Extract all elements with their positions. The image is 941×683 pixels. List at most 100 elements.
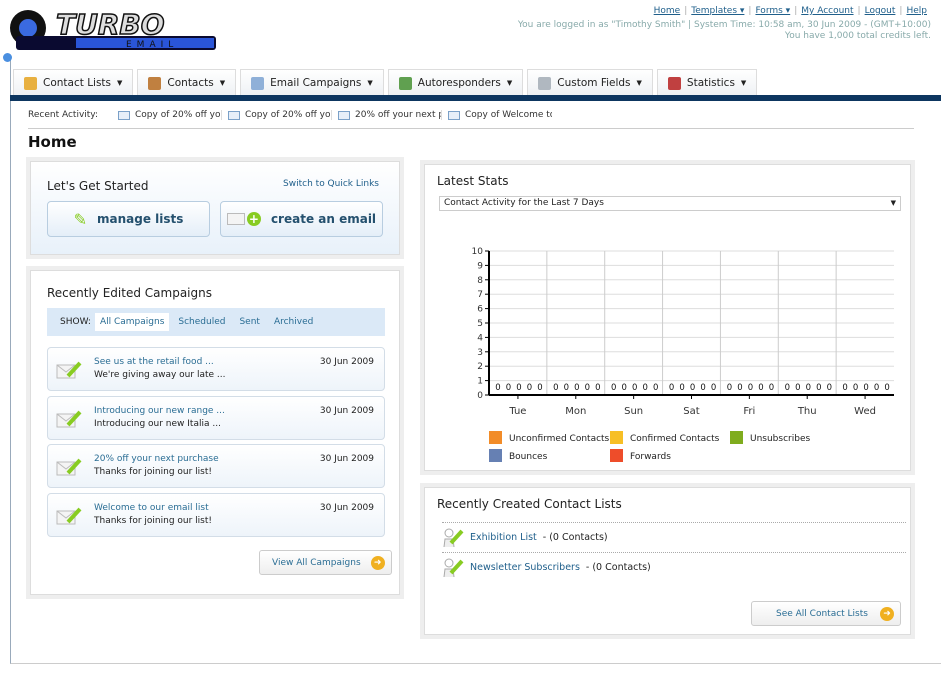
tab-autoresponders[interactable]: Autoresponders ▼ bbox=[387, 69, 524, 96]
legend-label: Forwards bbox=[630, 452, 671, 462]
switch-quick-links[interactable]: Switch to Quick Links bbox=[283, 179, 379, 189]
data-label: 0 bbox=[737, 383, 742, 393]
campaign-title[interactable]: Welcome to our email list bbox=[94, 502, 209, 513]
campaign-date: 30 Jun 2009 bbox=[319, 454, 374, 464]
y-tick-label: 10 bbox=[472, 247, 484, 257]
envelope-plus-icon: + bbox=[226, 212, 261, 226]
top-links: Home | Templates ▾ | Forms ▾ | My Account | Logo… bbox=[518, 6, 931, 42]
manage-lists-label: manage lists bbox=[97, 212, 184, 226]
tab-statistics[interactable]: Statistics ▼ bbox=[656, 69, 758, 96]
autoresponder-icon bbox=[398, 76, 412, 90]
recent-activity-text: Copy of 20% off yo bbox=[135, 110, 221, 120]
recent-activity-item[interactable]: Copy of Welcome to bbox=[442, 110, 552, 120]
svg-text:TURBO: TURBO bbox=[56, 8, 165, 41]
campaigns-title: Recently Edited Campaigns bbox=[47, 286, 212, 300]
create-email-button[interactable]: + create an email bbox=[220, 201, 383, 237]
contact-list-item: Newsletter Subscribers - (0 Contacts) bbox=[442, 552, 906, 582]
statistics-icon bbox=[667, 76, 681, 90]
get-started-panel: Let's Get Started Switch to Quick Links … bbox=[30, 161, 400, 255]
recent-activity-item[interactable]: Copy of 20% off yo bbox=[112, 110, 223, 120]
campaign-item[interactable]: See us at the retail food ... We're givin… bbox=[47, 347, 385, 391]
top-link-5[interactable]: Help bbox=[906, 6, 927, 16]
campaigns-panel: Recently Edited Campaigns SHOW: All Campa… bbox=[30, 270, 400, 595]
envelope-edit-icon bbox=[56, 457, 82, 477]
data-label: 0 bbox=[595, 383, 600, 393]
y-tick-label: 9 bbox=[477, 261, 483, 271]
tab-label: Custom Fields bbox=[557, 77, 631, 89]
data-label: 0 bbox=[853, 383, 858, 393]
y-tick-label: 0 bbox=[477, 391, 483, 401]
recent-activity-item[interactable]: Copy of 20% off yo bbox=[222, 110, 333, 120]
filter-archived[interactable]: Archived bbox=[273, 317, 314, 327]
data-label: 0 bbox=[827, 383, 832, 393]
data-label: 0 bbox=[564, 383, 569, 393]
tab-contact-lists[interactable]: Contact Lists ▼ bbox=[13, 69, 134, 96]
x-tick-label: Wed bbox=[854, 406, 876, 417]
y-tick-label: 7 bbox=[477, 290, 483, 300]
data-label: 0 bbox=[632, 383, 637, 393]
y-tick-label: 6 bbox=[477, 305, 483, 315]
x-tick-label: Sat bbox=[683, 406, 699, 417]
data-label: 0 bbox=[884, 383, 889, 393]
filter-sent[interactable]: Sent bbox=[239, 317, 260, 327]
turbo-email-logo[interactable]: TURBO EMAIL bbox=[6, 6, 220, 52]
data-label: 0 bbox=[748, 383, 753, 393]
envelope-icon bbox=[338, 110, 351, 120]
y-tick-label: 1 bbox=[477, 377, 483, 387]
tab-custom-fields[interactable]: Custom Fields ▼ bbox=[527, 69, 653, 96]
filter-all-campaigns[interactable]: All Campaigns bbox=[94, 313, 170, 331]
data-label: 0 bbox=[537, 383, 542, 393]
envelope-icon bbox=[251, 76, 265, 90]
campaign-title[interactable]: Introducing our new range ... bbox=[94, 405, 225, 416]
top-link-4[interactable]: Logout bbox=[864, 6, 896, 16]
view-all-campaigns-label: View All Campaigns bbox=[272, 557, 361, 568]
legend-swatch bbox=[610, 449, 623, 462]
contact-list-count: - (0 Contacts) bbox=[585, 562, 651, 573]
contact-lists-icon bbox=[24, 76, 37, 90]
page-title: Home bbox=[28, 133, 77, 151]
tab-label: Contacts bbox=[167, 77, 214, 89]
separator: | bbox=[857, 6, 861, 16]
y-tick-label: 2 bbox=[477, 362, 483, 372]
recent-activity-item[interactable]: 20% off your next p bbox=[332, 110, 443, 120]
view-all-campaigns-button[interactable]: View All Campaigns ➜ bbox=[259, 550, 392, 575]
chevron-down-icon: ▼ bbox=[740, 79, 747, 87]
tab-contacts[interactable]: Contacts ▼ bbox=[137, 69, 237, 96]
campaign-title[interactable]: 20% off your next purchase bbox=[94, 454, 219, 464]
campaign-item[interactable]: 20% off your next purchase Thanks for joi… bbox=[47, 444, 385, 488]
campaign-item[interactable]: Welcome to our email list Thanks for join… bbox=[47, 492, 385, 537]
x-tick-label: Mon bbox=[565, 406, 586, 417]
arrow-right-icon: ➜ bbox=[370, 555, 385, 570]
contact-list-link[interactable]: Newsletter Subscribers bbox=[470, 562, 580, 573]
chevron-down-icon: ▼ bbox=[219, 79, 226, 87]
resize-handle[interactable] bbox=[3, 53, 12, 62]
campaign-title[interactable]: See us at the retail food ... bbox=[94, 357, 214, 367]
stats-period-select[interactable]: Contact Activity for the Last 7 Days ▼ bbox=[439, 196, 901, 211]
top-link-1[interactable]: Templates ▾ bbox=[691, 6, 745, 16]
x-tick-label: Tue bbox=[508, 406, 526, 417]
campaign-subtitle: Thanks for joining our list! bbox=[94, 467, 213, 477]
campaign-item[interactable]: Introducing our new range ... Introducing… bbox=[47, 395, 385, 440]
x-tick-label: Fri bbox=[743, 406, 755, 417]
data-label: 0 bbox=[679, 383, 684, 393]
see-all-contact-lists-button[interactable]: See All Contact Lists ➜ bbox=[751, 601, 901, 626]
envelope-edit-icon bbox=[56, 409, 82, 429]
top-link-3[interactable]: My Account bbox=[801, 6, 854, 16]
envelope-edit-icon bbox=[56, 506, 82, 526]
y-tick-label: 5 bbox=[477, 319, 483, 329]
tab-label: Statistics bbox=[686, 77, 735, 89]
person-edit-icon bbox=[442, 527, 464, 549]
filter-scheduled[interactable]: Scheduled bbox=[178, 317, 226, 327]
get-started-title: Let's Get Started bbox=[47, 179, 149, 193]
data-label: 0 bbox=[506, 383, 511, 393]
top-link-2[interactable]: Forms ▾ bbox=[755, 6, 791, 16]
envelope-edit-icon bbox=[56, 360, 82, 380]
contact-list-link[interactable]: Exhibition List bbox=[470, 532, 537, 543]
main-nav: Contact Lists ▼ Contacts ▼ Email Campaigns ▼ A… bbox=[13, 69, 758, 96]
tab-email-campaigns[interactable]: Email Campaigns ▼ bbox=[240, 69, 384, 96]
y-tick-label: 3 bbox=[477, 348, 483, 358]
data-label: 0 bbox=[769, 383, 774, 393]
data-label: 0 bbox=[863, 383, 868, 393]
manage-lists-button[interactable]: ✎ manage lists bbox=[47, 201, 210, 237]
top-link-0[interactable]: Home bbox=[653, 6, 681, 16]
